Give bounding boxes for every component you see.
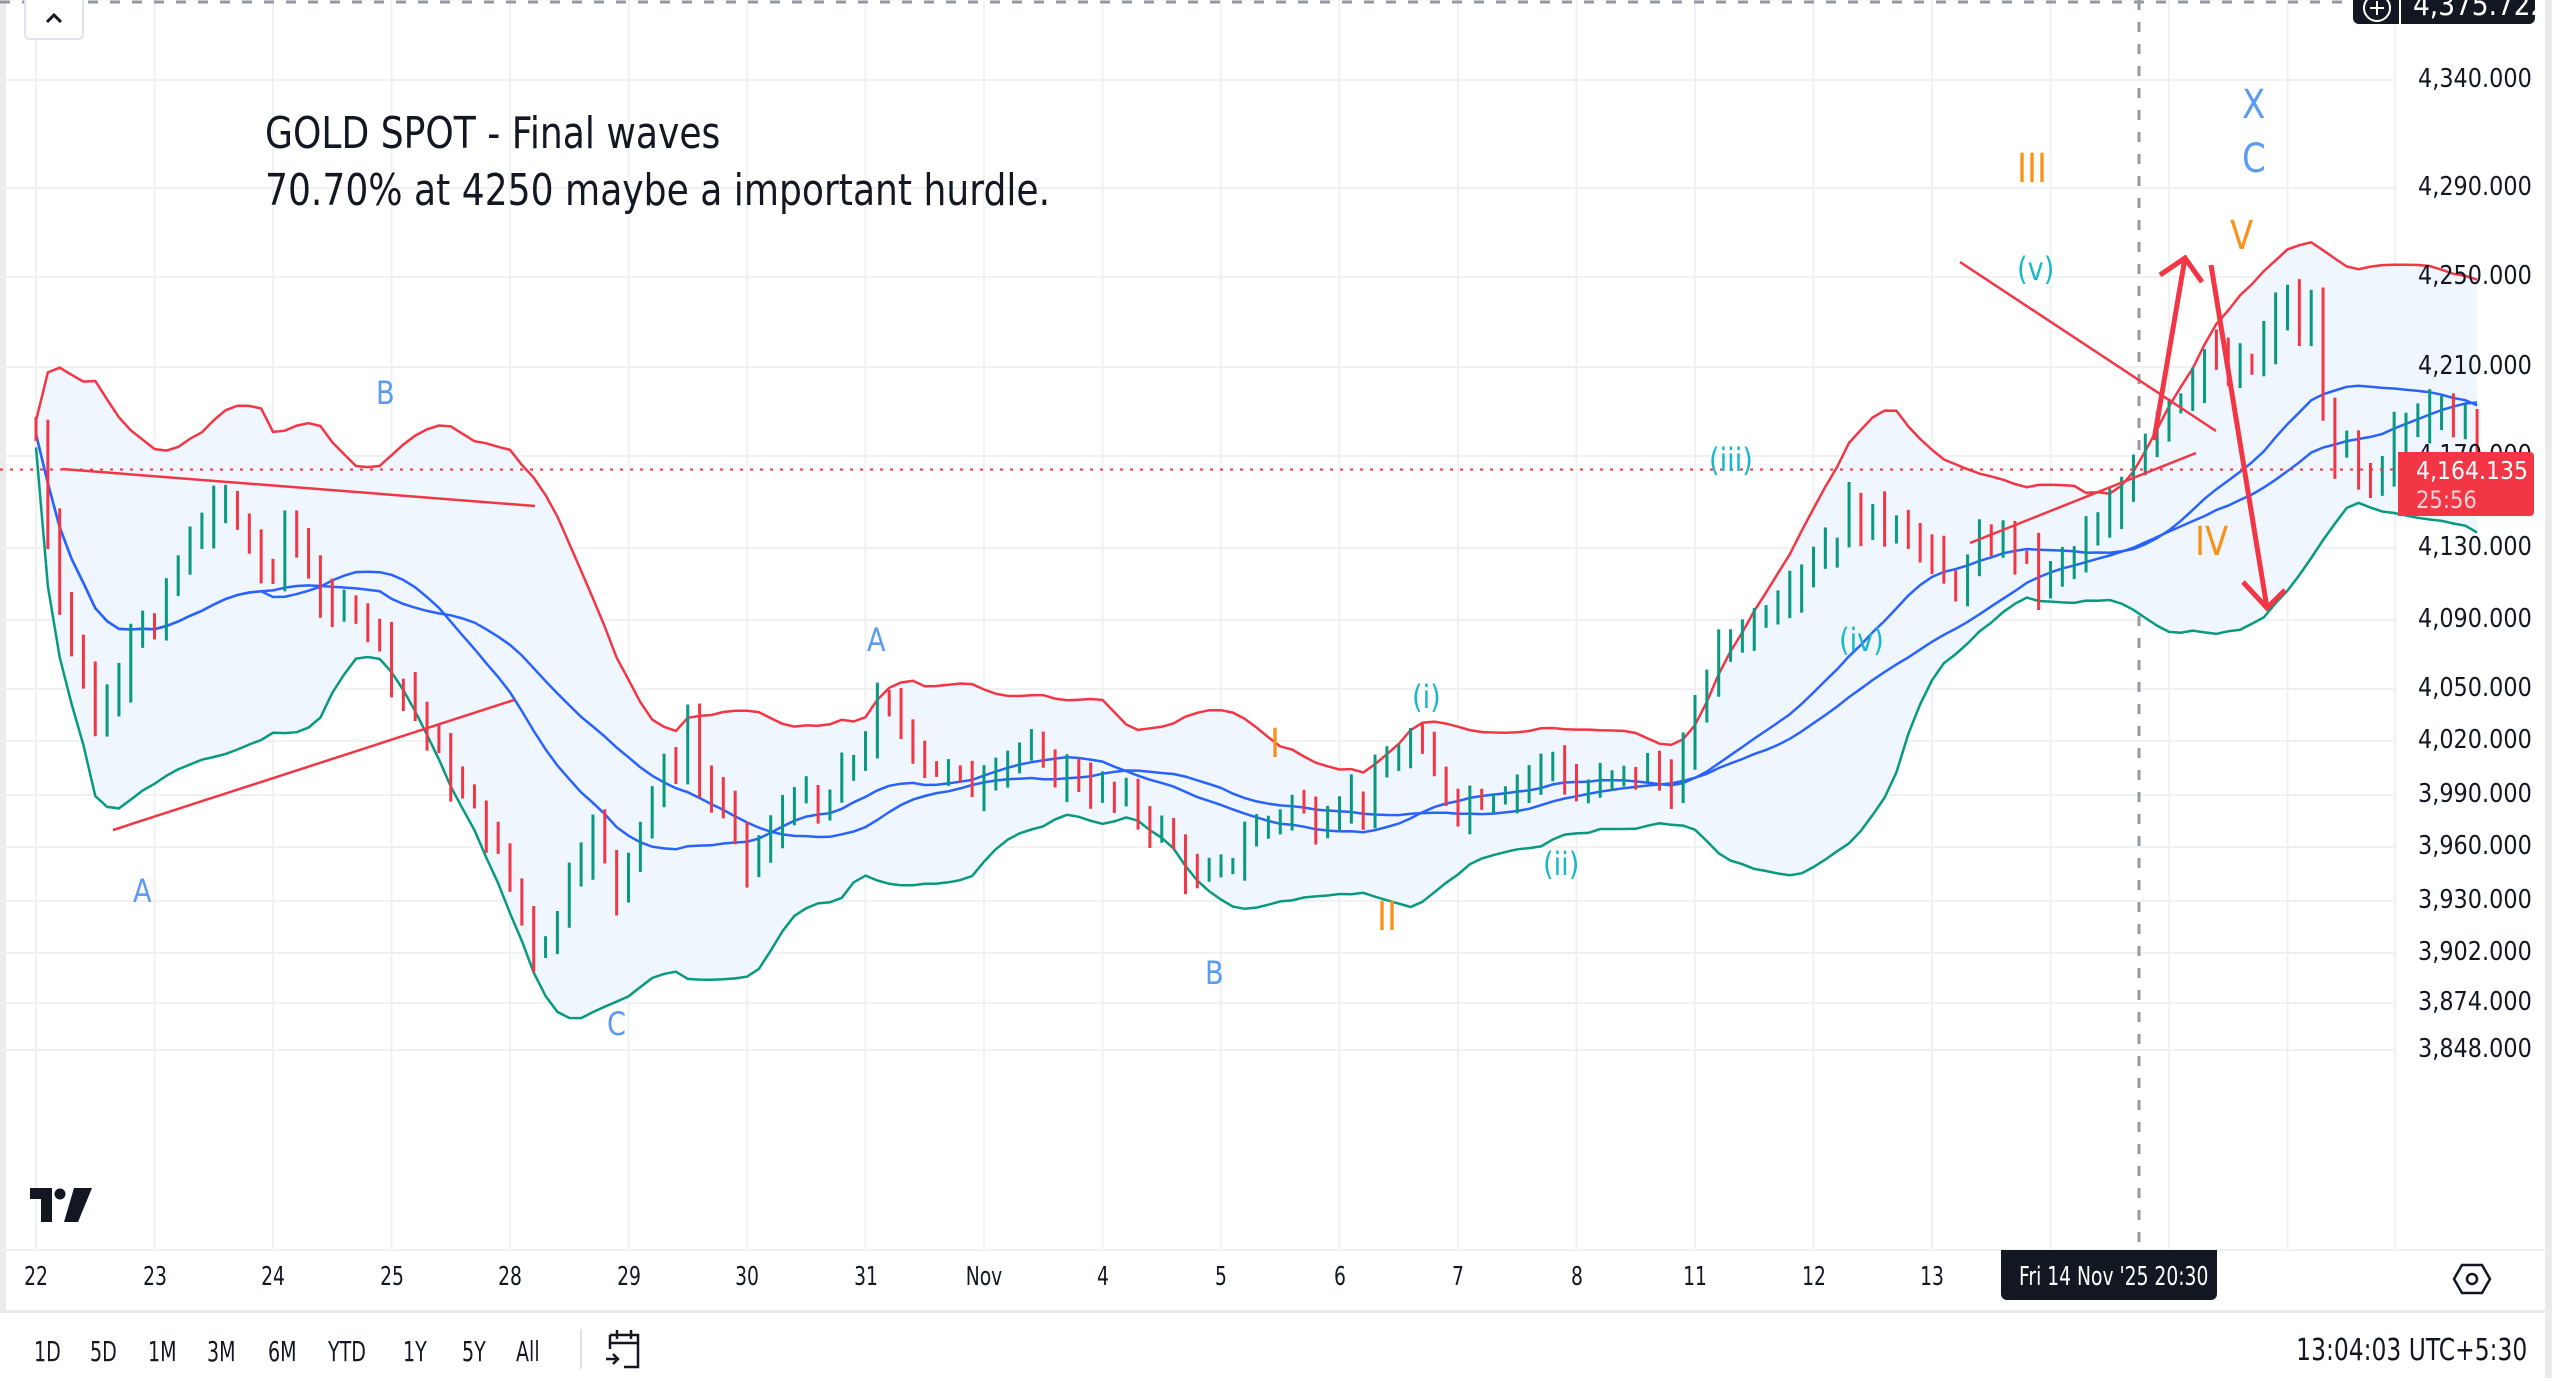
price-chart[interactable] [0,0,2545,1310]
price-tick: 3,874.000 [2418,987,2532,1017]
upper-band-line [34,240,2478,774]
range-button-1m[interactable]: 1M [148,1335,177,1368]
band-fill [36,242,2478,1019]
price-tick: 4,050.000 [2418,673,2532,703]
range-button-6m[interactable]: 6M [268,1335,297,1368]
tradingview-logo-icon [30,1188,92,1222]
price-tick: 4,130.000 [2418,532,2532,562]
wave-label: IV [2194,518,2228,565]
arrow-up-shaft [2151,257,2188,441]
last-price-label: 4,164.135 25:56 [2398,452,2534,516]
price-tick: 4,090.000 [2418,604,2532,634]
wave-label: (v) [2016,250,2055,289]
time-tick: 13 [1920,1262,1944,1292]
price-tick: 3,902.000 [2418,937,2532,967]
left-border [0,0,6,1310]
plus-circle-icon [2363,0,2391,22]
time-tick: Nov [965,1262,1003,1292]
price-tick: 4,290.000 [2418,172,2532,202]
collapse-button[interactable] [24,0,84,40]
time-tick: 30 [735,1262,759,1292]
wave-label: A [867,620,886,659]
time-tick: 5 [1215,1262,1227,1292]
time-tick: 23 [142,1262,167,1292]
time-tick: 31 [853,1262,878,1292]
calendar-goto-icon[interactable] [604,1327,644,1371]
range-button-1y[interactable]: 1Y [403,1335,427,1368]
wave-label: (iii) [1708,440,1753,479]
bar-countdown: 25:56 [2416,486,2477,514]
time-tick: 6 [1333,1262,1346,1292]
bottom-toolbar: 1D 5D 1M 3M 6M YTD 1Y 5Y All 13:04:03 UTC+5:30 [0,1310,2545,1381]
time-tick: 28 [498,1262,522,1292]
wave-label: (iv) [1839,620,1884,659]
trendline-support-2 [1969,451,2197,545]
wave-label: (i) [1412,677,1442,716]
ohlc-bars [34,279,2479,973]
wave-label: C [606,1004,626,1043]
clock-timezone[interactable]: 13:04:03 UTC+5:30 [2295,1333,2527,1368]
wave-label: C [2241,135,2266,182]
time-tick: 4 [1096,1262,1109,1292]
chevron-up-icon [45,12,63,24]
arrow-down-head [2241,580,2287,612]
wave-label: (ii) [1542,845,1580,883]
price-tick: 4,210.000 [2418,351,2532,381]
lower-band-line [34,447,2478,1020]
basis-line-slow [34,401,2478,839]
time-tick: 29 [616,1262,641,1292]
arrow-down-shaft [2208,264,2270,609]
time-tick: 25 [379,1262,404,1292]
trendline-resistance-2 [1959,260,2217,433]
price-tick: 4,020.000 [2418,725,2532,755]
price-axis-top-label: 4,375.722 [2353,0,2547,24]
time-tick: 7 [1452,1262,1464,1292]
last-price-value: 4,164.135 [2416,456,2528,485]
toolbar-divider [580,1329,582,1369]
wave-label: B [375,373,395,412]
wave-label: X [2241,81,2266,128]
wave-label: II [1376,894,1397,940]
right-scrollbar[interactable] [2545,0,2552,1378]
range-button-5d[interactable]: 5D [90,1335,117,1368]
time-cursor-value: Fri 14 Nov '25 20:30 [2019,1262,2209,1292]
wave-label: III [2016,146,2047,193]
wave-label: B [1205,954,1224,993]
time-tick: 8 [1570,1262,1583,1292]
price-tick: 3,990.000 [2418,779,2532,809]
time-cursor-label: Fri 14 Nov '25 20:30 [2001,1250,2217,1300]
price-tick: 4,340.000 [2418,64,2532,94]
time-tick: 24 [261,1262,285,1292]
range-button-3m[interactable]: 3M [207,1335,236,1368]
trendline-support-1 [112,698,515,832]
top-price-value: 4,375.722 [2413,0,2548,23]
grid [0,0,2545,1251]
wave-label: A [132,872,152,910]
add-alert-button[interactable] [2353,0,2401,24]
wave-label: I [1270,721,1281,767]
settings-hexagon-icon[interactable] [2452,1262,2492,1296]
price-tick: 3,960.000 [2418,831,2532,861]
chart-note-line1: GOLD SPOT - Final waves [265,108,721,159]
trend-drawings [0,254,2395,832]
time-tick: 11 [1683,1262,1707,1292]
range-button-1d[interactable]: 1D [34,1335,61,1368]
bollinger-bands [34,240,2478,1020]
price-tick: 3,930.000 [2418,885,2532,915]
trendline-resistance-1 [61,467,536,508]
range-button-5y[interactable]: 5Y [462,1335,486,1368]
time-tick: 22 [24,1262,48,1292]
price-tick: 3,848.000 [2418,1034,2532,1064]
price-tick: 4,250.000 [2418,261,2532,291]
range-button-all[interactable]: All [516,1335,540,1368]
chart-note-line2: 70.70% at 4250 maybe a important hurdle. [265,165,1051,216]
time-tick: 12 [1801,1262,1826,1292]
wave-label: V [2230,212,2254,259]
range-button-ytd[interactable]: YTD [328,1335,366,1368]
arrow-up-head [2158,254,2205,284]
